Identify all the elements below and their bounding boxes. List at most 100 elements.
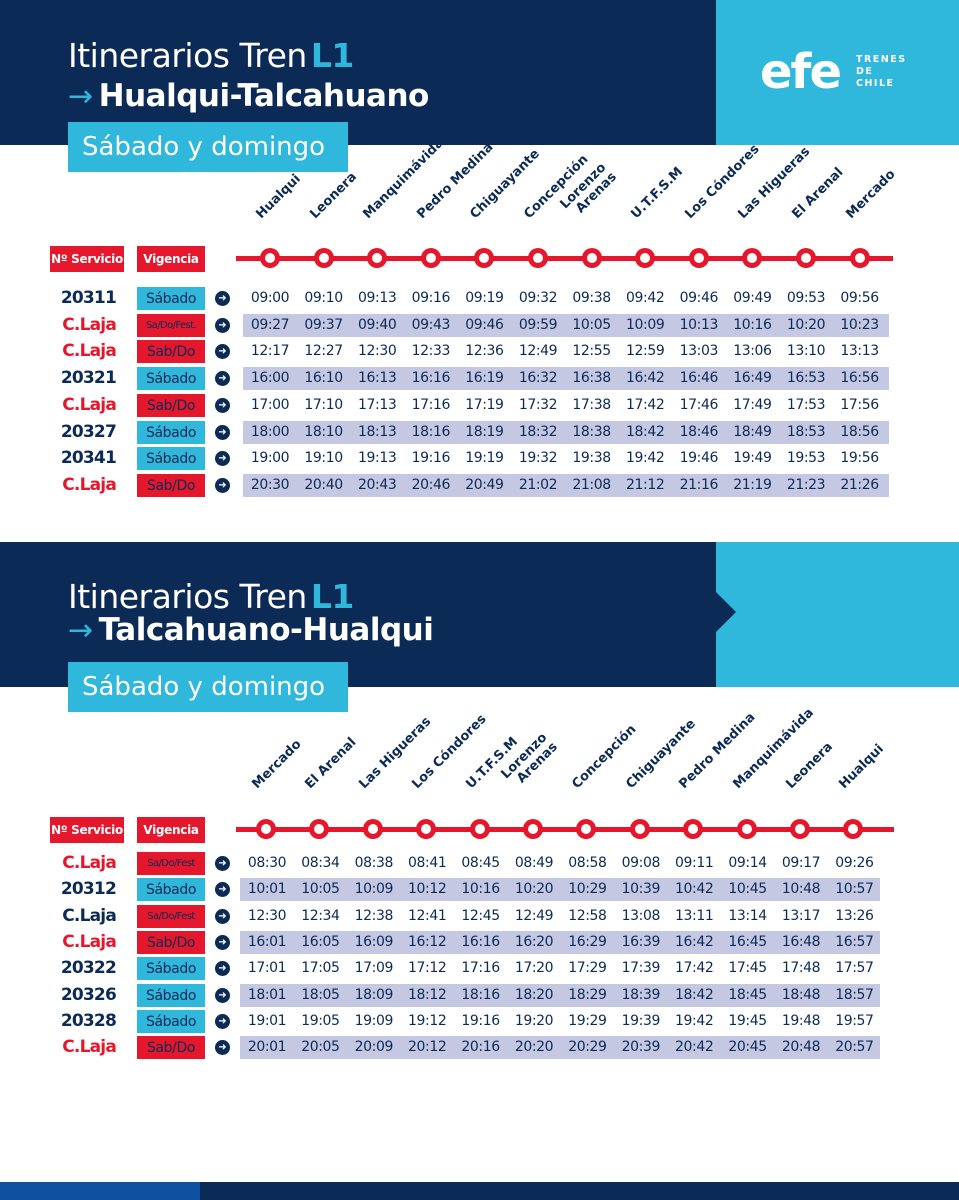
route-name: Hualqui-Talcahuano [98,78,430,114]
line-badge: L1 [310,36,355,75]
departure-time: 20:01 [247,1039,287,1055]
departure-time: 19:42 [675,1013,714,1029]
station-stop-icon [313,248,334,268]
departure-time: 16:56 [840,370,879,386]
departure-time: 17:56 [840,397,879,413]
route-title-2: → Talcahuano-Hualqui [68,612,434,648]
departure-time: 08:41 [408,855,447,871]
service-number: 20321 [60,368,117,388]
service-number: C.Laja [62,341,117,361]
departure-time: 18:46 [679,424,719,440]
departure-time: 16:05 [301,934,340,950]
service-number: C.Laja [62,475,117,495]
logo-sub-line: TRENES [856,54,907,65]
departure-time: 21:23 [786,477,826,493]
departure-time: 13:17 [781,908,821,924]
departure-time: 09:10 [304,290,343,306]
departure-time: 09:16 [411,290,451,306]
logo-wordmark: efe [760,44,842,100]
departure-time: 09:13 [358,290,397,306]
station-label: Mercado [249,736,305,792]
station-stop-icon [736,819,757,839]
departure-time: 18:42 [675,987,714,1003]
departure-time: 17:01 [247,960,287,976]
departure-time: 10:16 [733,317,772,333]
departure-time: 21:16 [679,477,719,493]
header-accent-1 [716,0,959,145]
departure-time: 09:46 [679,290,719,306]
footer-bar-accent [0,1182,200,1200]
station-stop-icon [635,248,656,268]
departure-time: 16:13 [358,370,397,386]
departure-time: 17:10 [304,397,343,413]
departure-time: 17:38 [572,397,611,413]
arrow-right-circle-icon: ➜ [215,371,230,386]
departure-time: 19:38 [572,450,611,466]
departure-time: 16:39 [621,934,661,950]
service-number: C.Laja [62,906,117,926]
title-prefix: Itinerarios Tren [68,36,307,75]
departure-time: 13:03 [679,343,719,359]
station-stop-icon [474,248,495,268]
departure-time: 16:16 [411,370,451,386]
validity-badge: Sábado [137,1010,205,1033]
departure-time: 18:01 [247,987,287,1003]
departure-time: 16:46 [679,370,719,386]
departure-time: 20:49 [465,477,504,493]
departure-time: 12:17 [250,343,290,359]
departure-time: 10:45 [728,881,767,897]
arrow-right-circle-icon: ➜ [215,344,230,359]
service-number: 20326 [60,985,117,1005]
departure-time: 17:39 [621,960,661,976]
departure-time: 13:14 [728,908,767,924]
station-stop-icon [260,248,280,268]
departure-time: 19:42 [626,450,665,466]
departure-time: 18:09 [354,987,394,1003]
station-stop-icon [581,248,602,268]
departure-time: 09:46 [465,317,504,333]
title-prefix: Itinerarios Tren [68,577,307,616]
departure-time: 21:19 [733,477,772,493]
logo-sub-line: CHILE [856,78,895,89]
departure-time: 13:26 [835,908,874,924]
departure-time: 17:12 [408,960,447,976]
station-label: Hualqui [253,171,304,222]
validity-badge: Sábado [137,367,205,390]
departure-time: 18:16 [411,424,451,440]
departure-time: 10:01 [247,881,287,897]
arrow-right-circle-icon: ➜ [215,882,230,897]
departure-time: 16:48 [781,934,821,950]
station-stop-icon [790,819,810,839]
table-row-band [240,878,880,901]
departure-time: 10:13 [679,317,719,333]
validity-badge: Sa/Do/Fest [137,905,205,928]
arrow-right-circle-icon: ➜ [215,988,230,1003]
departure-time: 17:42 [626,397,665,413]
departure-time: 12:49 [514,908,554,924]
station-stop-icon [523,819,543,839]
station-stop-icon [469,819,490,839]
departure-time: 12:59 [626,343,665,359]
departure-time: 08:38 [354,855,394,871]
table-row-band [240,984,880,1007]
station-label: Leonera [783,739,836,792]
departure-time: 18:57 [835,987,874,1003]
title-1: Itinerarios Tren L1 [68,36,354,75]
departure-time: 20:39 [621,1039,661,1055]
table-row-band [243,367,889,390]
departure-time: 16:29 [568,934,607,950]
departure-time: 17:49 [733,397,772,413]
departure-time: 13:13 [840,343,879,359]
departure-time: 12:58 [568,908,607,924]
validity-badge: Sab/Do [137,474,205,497]
departure-time: 17:16 [411,397,451,413]
departure-time: 19:05 [301,1013,340,1029]
line-badge: L1 [310,577,355,616]
departure-time: 16:20 [514,934,554,950]
table-row-band [240,1036,880,1059]
station-stop-icon [309,819,330,839]
departure-time: 17:19 [465,397,504,413]
footer-bar [0,1182,959,1200]
departure-time: 16:53 [786,370,826,386]
departure-time: 16:57 [835,934,874,950]
